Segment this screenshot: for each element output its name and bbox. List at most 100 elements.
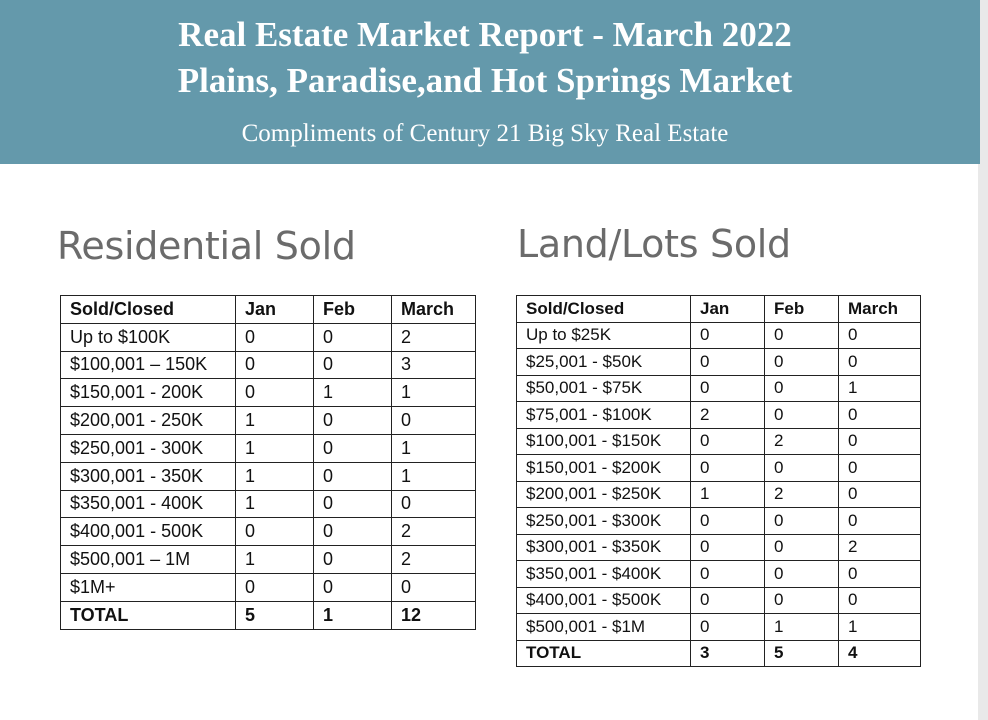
price-range-cell: $250,001 - $300K — [516, 507, 691, 535]
table-row: $25,001 - $50K 0 0 0 — [516, 348, 921, 376]
count-cell: 2 — [391, 517, 476, 547]
count-cell: 1 — [838, 374, 921, 402]
count-cell: 0 — [764, 374, 839, 402]
table-row: $350,001 - $400K 0 0 0 — [516, 560, 921, 588]
count-cell: 0 — [690, 560, 765, 588]
table-row: Up to $25K 0 0 0 — [516, 321, 921, 349]
table-row: $500,001 - $1M 0 1 1 — [516, 613, 921, 641]
count-cell: 2 — [391, 322, 476, 352]
price-range-cell: $25,001 - $50K — [516, 348, 691, 376]
table-row: $500,001 – 1M 1 0 2 — [60, 545, 476, 574]
price-range-cell: $500,001 - $1M — [516, 613, 691, 641]
count-cell: 1 — [391, 378, 476, 408]
count-cell: 0 — [764, 533, 839, 561]
count-cell: 0 — [313, 489, 392, 519]
count-cell: 2 — [391, 545, 476, 574]
price-range-cell: $300,001 - $350K — [516, 533, 691, 561]
price-range-cell: $100,001 – 150K — [60, 350, 236, 380]
count-cell: 2 — [690, 401, 765, 429]
table-row: $50,001 - $75K 0 0 1 — [516, 374, 921, 402]
column-header: Jan — [235, 295, 314, 324]
count-cell: 1 — [838, 613, 921, 641]
report-title: Real Estate Market Report - March 2022 — [178, 15, 792, 54]
count-cell: 0 — [235, 378, 314, 408]
count-cell: 0 — [235, 572, 314, 602]
count-cell: 0 — [690, 613, 765, 641]
residential-section-title: Residential Sold — [57, 224, 356, 268]
price-range-cell: $200,001 - 250K — [60, 406, 236, 435]
count-cell: 0 — [690, 507, 765, 535]
count-cell: 1 — [235, 489, 314, 519]
count-cell: 1 — [235, 406, 314, 435]
count-cell: 0 — [391, 489, 476, 519]
count-cell: 1 — [235, 545, 314, 574]
count-cell: 0 — [764, 401, 839, 429]
count-cell: 1 — [235, 461, 314, 491]
price-range-cell: Up to $100K — [60, 322, 236, 352]
count-cell: 0 — [313, 517, 392, 547]
count-cell: 2 — [838, 533, 921, 561]
residential-sold-table: Sold/Closed Jan Feb March Up to $100K 0 0 2 $10… — [60, 295, 476, 630]
total-count-cell: 5 — [235, 600, 314, 630]
count-cell: 0 — [235, 350, 314, 380]
report-subtitle: Compliments of Century 21 Big Sky Real E… — [241, 120, 729, 147]
column-header: Sold/Closed — [516, 295, 691, 323]
price-range-cell: $75,001 - $100K — [516, 401, 691, 429]
count-cell: 0 — [764, 321, 839, 349]
count-cell: 0 — [838, 480, 921, 508]
count-cell: 0 — [313, 406, 392, 435]
column-header: Sold/Closed — [60, 295, 236, 324]
count-cell: 0 — [838, 586, 921, 614]
price-range-cell: $50,001 - $75K — [516, 374, 691, 402]
count-cell: 0 — [838, 507, 921, 535]
price-range-cell: $100,001 - $150K — [516, 427, 691, 455]
count-cell: 0 — [313, 322, 392, 352]
table-row: $200,001 - 250K 1 0 0 — [60, 406, 476, 435]
count-cell: 0 — [690, 374, 765, 402]
total-row: TOTAL 5 1 12 — [60, 600, 476, 630]
price-range-cell: Up to $25K — [516, 321, 691, 349]
total-label-cell: TOTAL — [516, 639, 691, 667]
total-count-cell: 1 — [313, 600, 392, 630]
table-row: $300,001 - 350K 1 0 1 — [60, 461, 476, 491]
count-cell: 0 — [690, 427, 765, 455]
count-cell: 0 — [313, 545, 392, 574]
count-cell: 0 — [313, 433, 392, 463]
price-range-cell: $400,001 - 500K — [60, 517, 236, 547]
total-count-cell: 4 — [838, 639, 921, 667]
table-row: $400,001 - 500K 0 0 2 — [60, 517, 476, 547]
count-cell: 1 — [690, 480, 765, 508]
table-row: $250,001 - $300K 0 0 0 — [516, 507, 921, 535]
price-range-cell: $150,001 - $200K — [516, 454, 691, 482]
count-cell: 1 — [764, 613, 839, 641]
price-range-cell: $1M+ — [60, 572, 236, 602]
count-cell: 0 — [764, 586, 839, 614]
table-row: $250,001 - 300K 1 0 1 — [60, 433, 476, 463]
total-count-cell: 12 — [391, 600, 476, 630]
count-cell: 1 — [235, 433, 314, 463]
column-header: March — [838, 295, 921, 323]
table-header-row: Sold/Closed Jan Feb March — [60, 295, 476, 324]
price-range-cell: $300,001 - 350K — [60, 461, 236, 491]
table-row: $350,001 - 400K 1 0 0 — [60, 489, 476, 519]
column-header: Feb — [313, 295, 392, 324]
price-range-cell: $350,001 - 400K — [60, 489, 236, 519]
total-count-cell: 3 — [690, 639, 765, 667]
total-row: TOTAL 3 5 4 — [516, 639, 921, 667]
count-cell: 2 — [764, 427, 839, 455]
table-row: $100,001 - $150K 0 2 0 — [516, 427, 921, 455]
count-cell: 0 — [764, 454, 839, 482]
report-market-title: Plains, Paradise,and Hot Springs Market — [177, 61, 793, 100]
price-range-cell: $500,001 – 1M — [60, 545, 236, 574]
price-range-cell: $250,001 - 300K — [60, 433, 236, 463]
table-row: $150,001 - 200K 0 1 1 — [60, 378, 476, 408]
count-cell: 0 — [690, 586, 765, 614]
total-count-cell: 5 — [764, 639, 839, 667]
count-cell: 0 — [764, 348, 839, 376]
price-range-cell: $150,001 - 200K — [60, 378, 236, 408]
table-row: $100,001 – 150K 0 0 3 — [60, 350, 476, 380]
count-cell: 0 — [690, 321, 765, 349]
count-cell: 0 — [838, 401, 921, 429]
table-row: $150,001 - $200K 0 0 0 — [516, 454, 921, 482]
table-row: $300,001 - $350K 0 0 2 — [516, 533, 921, 561]
